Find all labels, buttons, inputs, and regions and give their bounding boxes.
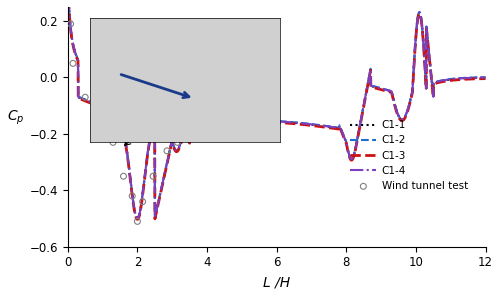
Wind tunnel test xyxy=(66,22,74,26)
C1-3 xyxy=(134,218,140,221)
C1-1 xyxy=(394,110,400,114)
C1-2 xyxy=(134,216,140,220)
C1-4 xyxy=(86,99,92,103)
C1-2 xyxy=(470,76,476,79)
C1-1 xyxy=(268,120,274,123)
C1-4 xyxy=(394,110,400,114)
C1-1 xyxy=(482,76,488,80)
C1-1 xyxy=(470,76,476,80)
C1-2 xyxy=(268,119,274,123)
C1-4 xyxy=(134,216,140,220)
Wind tunnel test xyxy=(69,61,77,66)
C1-2 xyxy=(470,76,476,79)
Wind tunnel test xyxy=(149,174,157,178)
Wind tunnel test xyxy=(174,140,182,145)
C1-3 xyxy=(470,77,476,81)
C1-3 xyxy=(257,120,263,124)
Legend: C1-1, C1-2, C1-3, C1-4, Wind tunnel test: C1-1, C1-2, C1-3, C1-4, Wind tunnel test xyxy=(346,116,472,195)
C1-2 xyxy=(482,75,488,79)
Y-axis label: $C_p$: $C_p$ xyxy=(7,109,24,127)
C1-2 xyxy=(394,110,400,113)
C1-4 xyxy=(257,119,263,123)
C1-1 xyxy=(134,217,140,220)
C1-2 xyxy=(257,119,263,122)
Wind tunnel test xyxy=(81,95,89,99)
Wind tunnel test xyxy=(128,194,136,198)
Line: C1-3: C1-3 xyxy=(68,0,486,219)
C1-1 xyxy=(86,100,92,103)
Wind tunnel test xyxy=(163,149,171,153)
C1-3 xyxy=(482,77,488,81)
Wind tunnel test xyxy=(104,118,112,122)
Wind tunnel test xyxy=(134,219,141,224)
Wind tunnel test xyxy=(120,174,128,178)
C1-4 xyxy=(268,119,274,123)
Wind tunnel test xyxy=(138,199,146,204)
Line: C1-4: C1-4 xyxy=(68,0,486,218)
Wind tunnel test xyxy=(98,103,106,108)
C1-1 xyxy=(257,119,263,123)
C1-3 xyxy=(470,77,476,81)
C1-3 xyxy=(86,101,92,104)
C1-4 xyxy=(470,76,476,80)
Line: C1-2: C1-2 xyxy=(68,0,486,218)
C1-3 xyxy=(268,120,274,124)
Wind tunnel test xyxy=(94,95,102,99)
C1-4 xyxy=(482,76,488,79)
Wind tunnel test xyxy=(109,140,117,145)
C1-4 xyxy=(470,76,476,80)
Line: C1-1: C1-1 xyxy=(68,0,486,218)
C1-3 xyxy=(394,111,400,115)
C1-2 xyxy=(86,99,92,103)
X-axis label: L /H: L /H xyxy=(263,275,290,289)
C1-1 xyxy=(470,76,476,80)
